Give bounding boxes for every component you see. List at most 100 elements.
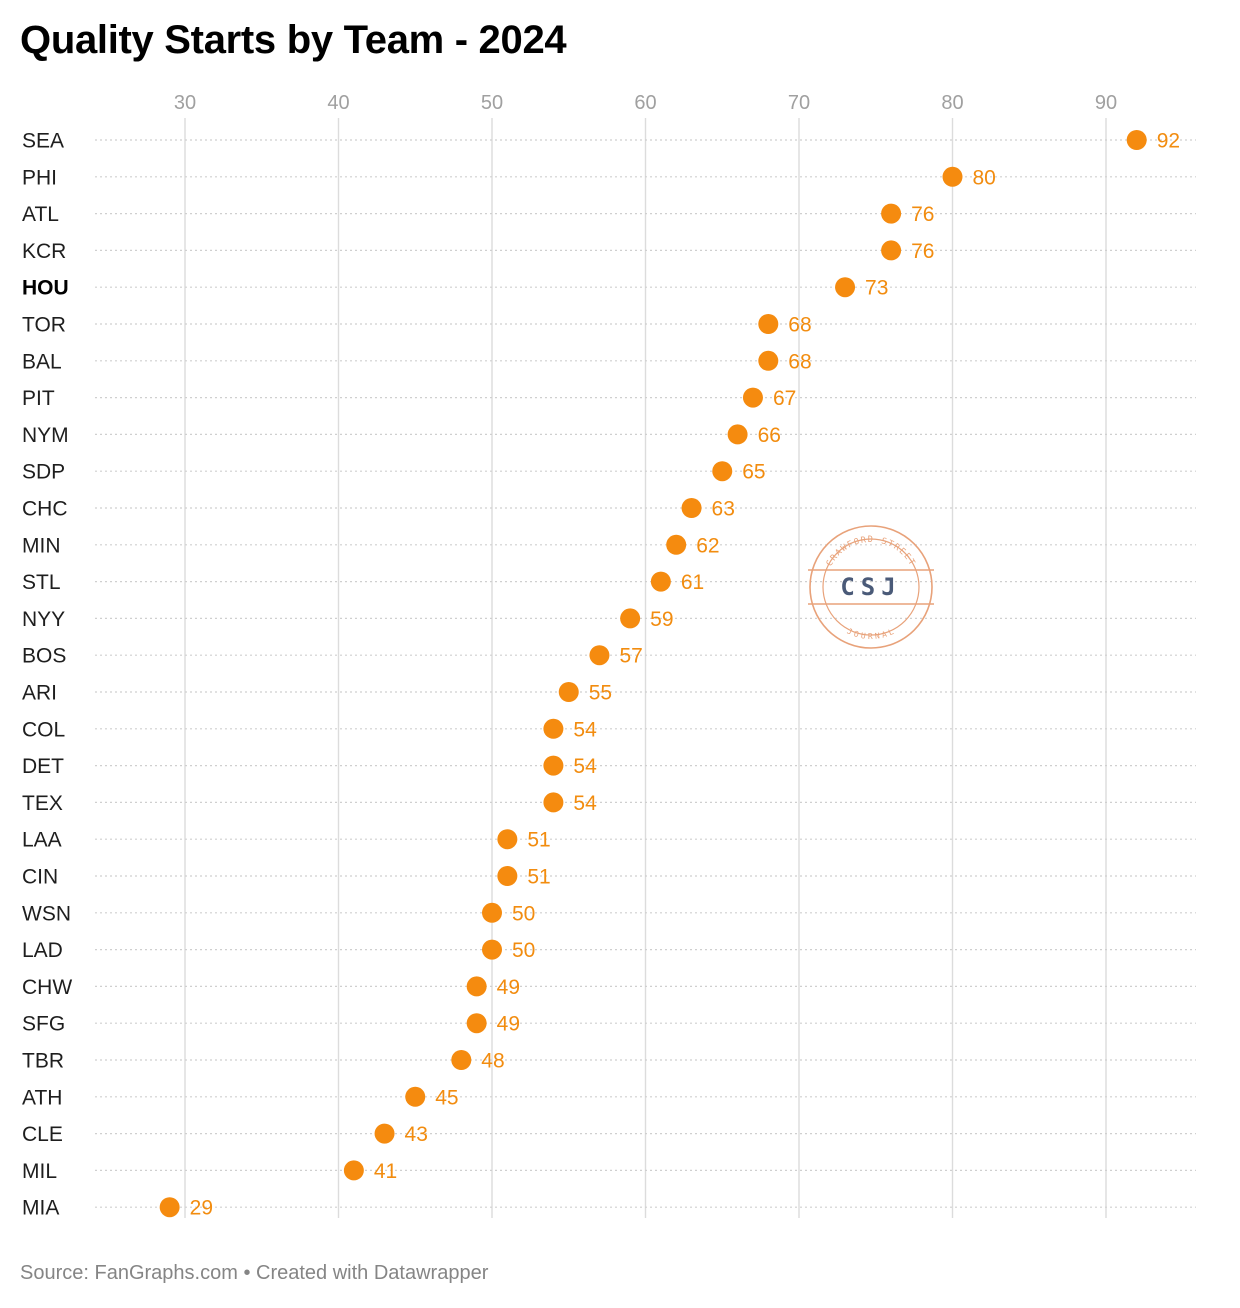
value-label-pit: 67 [773, 387, 796, 410]
x-tick-label: 40 [327, 92, 349, 114]
value-label-bos: 57 [619, 645, 642, 668]
footer: Source: FanGraphs.com • Created with Dat… [20, 1262, 488, 1285]
team-label-kcr: KCR [22, 240, 66, 263]
dot-ari[interactable] [558, 682, 579, 702]
team-label-ath: ATH [22, 1086, 62, 1109]
team-label-chw: CHW [22, 976, 72, 999]
team-label-min: MIN [22, 534, 61, 557]
dot-mil[interactable] [343, 1160, 364, 1181]
value-label-chw: 49 [497, 976, 520, 999]
chart-title: Quality Starts by Team - 2024 [20, 18, 567, 62]
source-link[interactable]: Source: FanGraphs.com [20, 1262, 238, 1284]
dot-sea[interactable] [1126, 130, 1147, 150]
value-label-laa: 51 [527, 829, 550, 852]
team-label-bos: BOS [22, 645, 66, 668]
team-label-chc: CHC [22, 498, 68, 521]
dot-kcr[interactable] [881, 240, 902, 261]
dot-lad[interactable] [482, 939, 502, 960]
watermark-top-text: CRAWFORD STREET [825, 535, 918, 568]
value-labels: 92 80 76 76 73 68 68 67 66 65 63 62 61 59 57 55 54 54 54 51… [190, 130, 1180, 1220]
value-label-bal: 68 [788, 350, 811, 373]
dot-cle[interactable] [374, 1123, 395, 1144]
dot-hou[interactable] [835, 277, 856, 298]
team-label-cle: CLE [22, 1123, 63, 1146]
team-label-ari: ARI [22, 682, 57, 705]
dot-bos[interactable] [589, 645, 610, 666]
x-axis-ticks: 30 40 50 60 70 80 90 [174, 92, 1117, 114]
x-tick-label: 70 [788, 92, 810, 114]
team-label-lad: LAD [22, 939, 63, 962]
value-label-tex: 54 [573, 792, 597, 815]
x-tick-label: 50 [481, 92, 503, 114]
team-label-tbr: TBR [22, 1050, 64, 1073]
team-label-cin: CIN [22, 866, 58, 889]
value-label-sdp: 65 [742, 461, 765, 484]
dot-pit[interactable] [742, 387, 763, 408]
data-dots [159, 130, 1147, 1218]
dot-ath[interactable] [405, 1086, 426, 1107]
team-label-tex: TEX [22, 792, 63, 815]
value-label-nym: 66 [758, 424, 781, 447]
team-label-det: DET [22, 755, 64, 778]
team-label-tor: TOR [22, 314, 66, 337]
footer-separator: • [243, 1262, 251, 1284]
value-label-ath: 45 [435, 1086, 458, 1109]
dot-phi[interactable] [942, 166, 963, 187]
dot-sdp[interactable] [712, 461, 733, 482]
dot-plot-chart: 30 40 50 60 70 80 90 CRAWFORD STREET JOURNAL C… [22, 92, 1196, 1220]
value-label-tor: 68 [788, 314, 811, 337]
dot-det[interactable] [543, 755, 564, 776]
value-label-tbr: 48 [481, 1050, 504, 1073]
value-label-wsn: 50 [512, 902, 535, 925]
dot-wsn[interactable] [482, 902, 502, 923]
team-label-pit: PIT [22, 387, 55, 410]
watermark-center-text: CSJ [840, 573, 901, 601]
dot-min[interactable] [666, 534, 687, 555]
x-tick-label: 90 [1095, 92, 1117, 114]
dot-laa[interactable] [497, 829, 518, 850]
team-label-wsn: WSN [22, 902, 71, 925]
dot-nyy[interactable] [620, 608, 641, 629]
value-label-cin: 51 [527, 866, 550, 889]
dot-tbr[interactable] [451, 1050, 472, 1070]
value-label-chc: 63 [712, 498, 735, 521]
team-label-phi: PHI [22, 166, 57, 189]
dot-cin[interactable] [497, 866, 518, 886]
team-label-bal: BAL [22, 350, 62, 373]
value-label-mia: 29 [190, 1197, 213, 1220]
dot-bal[interactable] [758, 350, 779, 371]
team-label-atl: ATL [22, 203, 59, 226]
value-label-stl: 61 [681, 571, 704, 594]
value-label-mil: 41 [374, 1160, 397, 1183]
dot-chw[interactable] [466, 976, 487, 997]
value-label-det: 54 [573, 755, 597, 778]
x-tick-label: 80 [941, 92, 963, 114]
x-tick-label: 60 [634, 92, 656, 114]
team-label-mil: MIL [22, 1160, 57, 1183]
watermark-bottom-text: JOURNAL [846, 627, 897, 641]
value-label-kcr: 76 [911, 240, 934, 263]
team-label-col: COL [22, 718, 65, 741]
value-label-phi: 80 [973, 166, 996, 189]
csj-watermark-logo: CRAWFORD STREET JOURNAL CSJ [808, 525, 934, 649]
dot-tor[interactable] [758, 314, 779, 334]
value-label-hou: 73 [865, 277, 888, 300]
dot-nym[interactable] [727, 424, 748, 445]
watermark-inner-ring [822, 538, 920, 636]
team-label-sea: SEA [22, 130, 64, 153]
value-label-col: 54 [573, 718, 597, 741]
team-label-hou: HOU [22, 277, 69, 300]
team-label-stl: STL [22, 571, 61, 594]
dot-mia[interactable] [159, 1197, 180, 1218]
dot-col[interactable] [543, 718, 564, 739]
dot-atl[interactable] [881, 203, 902, 224]
dot-chc[interactable] [681, 498, 702, 518]
x-tick-label: 30 [174, 92, 196, 114]
team-label-nym: NYM [22, 424, 69, 447]
dot-sfg[interactable] [466, 1013, 487, 1034]
row-lines [95, 139, 1196, 1208]
dot-stl[interactable] [650, 571, 671, 592]
dot-tex[interactable] [543, 792, 564, 813]
value-label-sfg: 49 [497, 1013, 520, 1036]
value-label-cle: 43 [405, 1123, 428, 1146]
